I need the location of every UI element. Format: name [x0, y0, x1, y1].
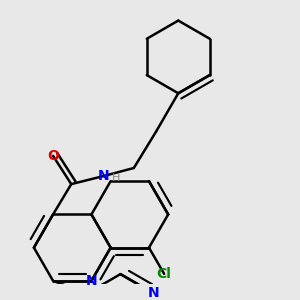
Text: H: H [112, 173, 120, 183]
Text: O: O [47, 149, 59, 163]
Text: N: N [98, 169, 109, 183]
Text: Cl: Cl [157, 267, 172, 281]
Text: N: N [85, 274, 97, 288]
Text: N: N [148, 286, 160, 300]
